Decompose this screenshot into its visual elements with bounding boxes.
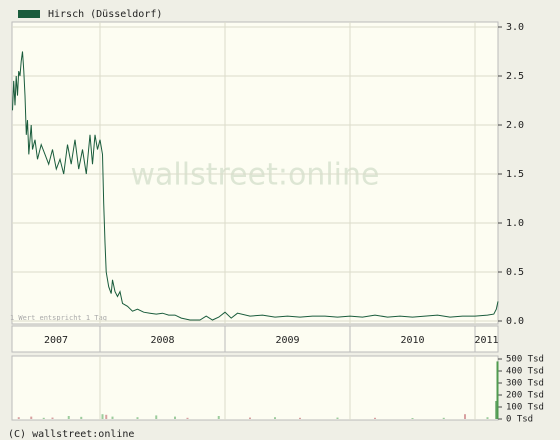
price-line [12,51,499,321]
volume-bar [299,417,301,419]
volume-bar [51,417,54,419]
volume-bar [17,417,20,419]
volume-bar [105,414,108,419]
plot-area [11,21,499,325]
y-tick-label: 2.5 [506,71,524,82]
volume-bar [174,416,176,419]
volume-bar [186,417,189,419]
x-tick-label: 2011 [474,335,498,346]
volume-bar [411,418,414,419]
copyright: (C) wallstreet:online [8,429,134,440]
volume-bar [217,416,220,419]
volume-bar [30,416,33,419]
volume-bar [274,417,276,419]
volume-bar [464,414,466,419]
volume-bar [442,417,445,419]
volume-bar [136,417,139,419]
x-tick-label: 2008 [150,335,174,346]
legend-swatch [18,10,40,18]
volume-bar [155,415,158,419]
volume-tick-label: 100 Tsd [506,403,544,413]
volume-bar [249,417,251,419]
x-tick-label: 2009 [275,335,299,346]
volume-bar [495,401,498,419]
volume-area [11,355,499,421]
volume-tick-label: 500 Tsd [506,355,544,365]
volume-bar [42,417,45,419]
volume-tick-label: 300 Tsd [506,379,544,389]
x-tick-label: 2010 [400,335,424,346]
x-axis-band [11,325,499,353]
volume-bar [496,361,499,419]
volume-bar [80,416,83,419]
y-tick-label: 1.0 [506,218,524,229]
volume-bar [101,414,104,419]
volume-bar [486,417,489,419]
volume-bar [374,417,376,419]
x-tick-label: 2007 [44,335,68,346]
legend-label: Hirsch (Düsseldorf) [48,9,162,20]
volume-bar [111,416,114,419]
y-tick-label: 1.5 [506,169,524,180]
volume-tick-label: 200 Tsd [506,391,544,401]
note: 1 Wert entspricht 1 Tag [10,314,107,322]
volume-tick-label: 0 Tsd [506,415,533,425]
volume-bar [336,417,339,419]
watermark: wallstreet:online [131,158,380,193]
volume-bar [67,416,70,419]
volume-tick-label: 400 Tsd [506,367,544,377]
y-tick-label: 3.0 [506,22,524,33]
y-tick-label: 0.0 [506,316,524,327]
y-tick-label: 0.5 [506,267,524,278]
y-tick-label: 2.0 [506,120,524,131]
